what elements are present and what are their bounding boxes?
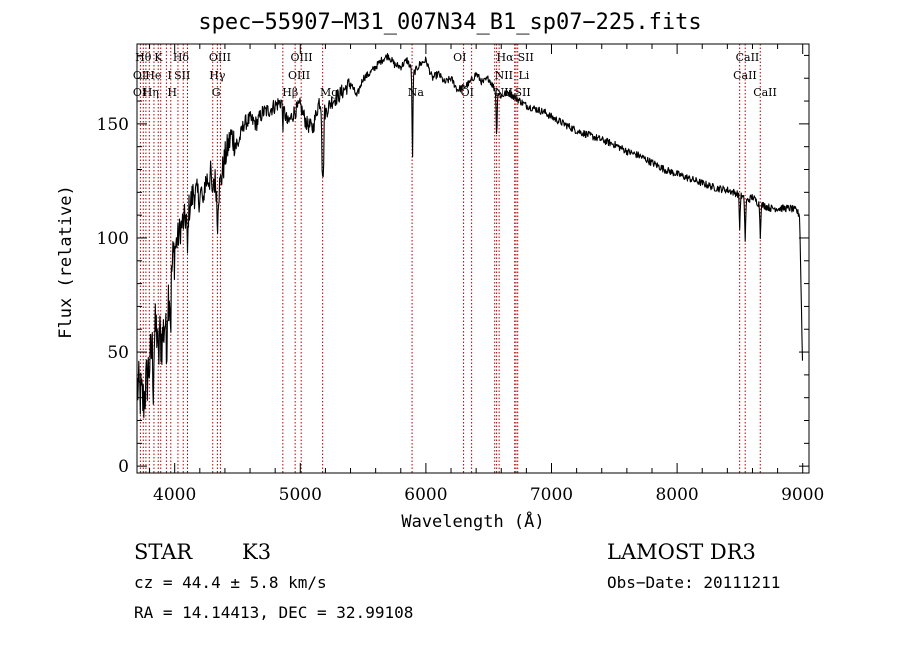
spectral-line-label: CaII xyxy=(753,86,777,99)
y-tick-label: 0 xyxy=(118,457,129,477)
observation-date: Obs−Date: 20111211 xyxy=(607,573,781,592)
spectral-line-label: Hγ xyxy=(209,69,226,82)
spectral-line-label: OI xyxy=(133,69,146,82)
y-tick-label: 150 xyxy=(97,115,129,135)
spectral-line-label: G xyxy=(212,86,221,99)
spectral-line-label: Hδ xyxy=(173,51,190,64)
spectral-line-label: OI xyxy=(453,51,466,64)
chart-title: spec−55907−M31_007N34_B1_sp07−225.fits xyxy=(198,10,702,35)
spectral-line-label: K xyxy=(154,51,163,64)
spectral-line-label: Hη xyxy=(143,86,159,99)
survey-name: LAMOST DR3 xyxy=(607,540,756,564)
redshift-velocity: cz = 44.4 ± 5.8 km/s xyxy=(134,573,327,592)
spectral-line-label: OI xyxy=(461,86,474,99)
spectral-line-label: Hβ xyxy=(282,86,298,99)
spectral-line-label: SII xyxy=(514,86,530,99)
spectral-line-label: Hθ xyxy=(135,51,152,64)
spectral-line-label: OIII xyxy=(209,51,231,64)
plot-frame xyxy=(136,43,810,474)
y-tick-label: 100 xyxy=(97,229,129,249)
y-tick-label: 50 xyxy=(107,343,129,363)
spectral-line-label: NII xyxy=(495,69,513,82)
x-tick-label: 5000 xyxy=(279,485,322,505)
spectrum-line xyxy=(136,52,804,418)
spectral-line-label: I xyxy=(167,69,171,82)
x-tick-label: 6000 xyxy=(404,485,447,505)
ra-dec-coordinates: RA = 14.14413, DEC = 32.99108 xyxy=(134,603,414,622)
spectral-line-label: SII xyxy=(174,69,190,82)
spectral-line-label: Na xyxy=(408,86,425,99)
object-subclass: K3 xyxy=(242,540,272,564)
x-axis-label: Wavelength (Å) xyxy=(401,512,545,532)
spectral-line-label: SII xyxy=(518,51,534,64)
spectral-line-label: Mg xyxy=(320,86,338,99)
spectral-line-label: He xyxy=(145,69,161,82)
spectral-line-label: CaII xyxy=(736,51,760,64)
spectral-line-label: NII xyxy=(495,86,513,99)
x-tick-label: 7000 xyxy=(530,485,573,505)
x-tick-label: 8000 xyxy=(655,485,698,505)
spectral-line-label: CaII xyxy=(733,69,757,82)
spectral-line-label: Li xyxy=(518,69,529,82)
spectral-line-label: Hα xyxy=(497,51,515,64)
spectral-line-label: OIII xyxy=(288,69,310,82)
spectral-line-label: H xyxy=(167,86,177,99)
object-class: STAR xyxy=(134,540,193,564)
y-axis-label: Flux (relative) xyxy=(56,185,76,339)
spectral-line-label: OIII xyxy=(291,51,313,64)
spectral-line-label: OI xyxy=(133,86,146,99)
x-tick-label: 4000 xyxy=(153,485,196,505)
x-tick-label: 9000 xyxy=(781,485,824,505)
